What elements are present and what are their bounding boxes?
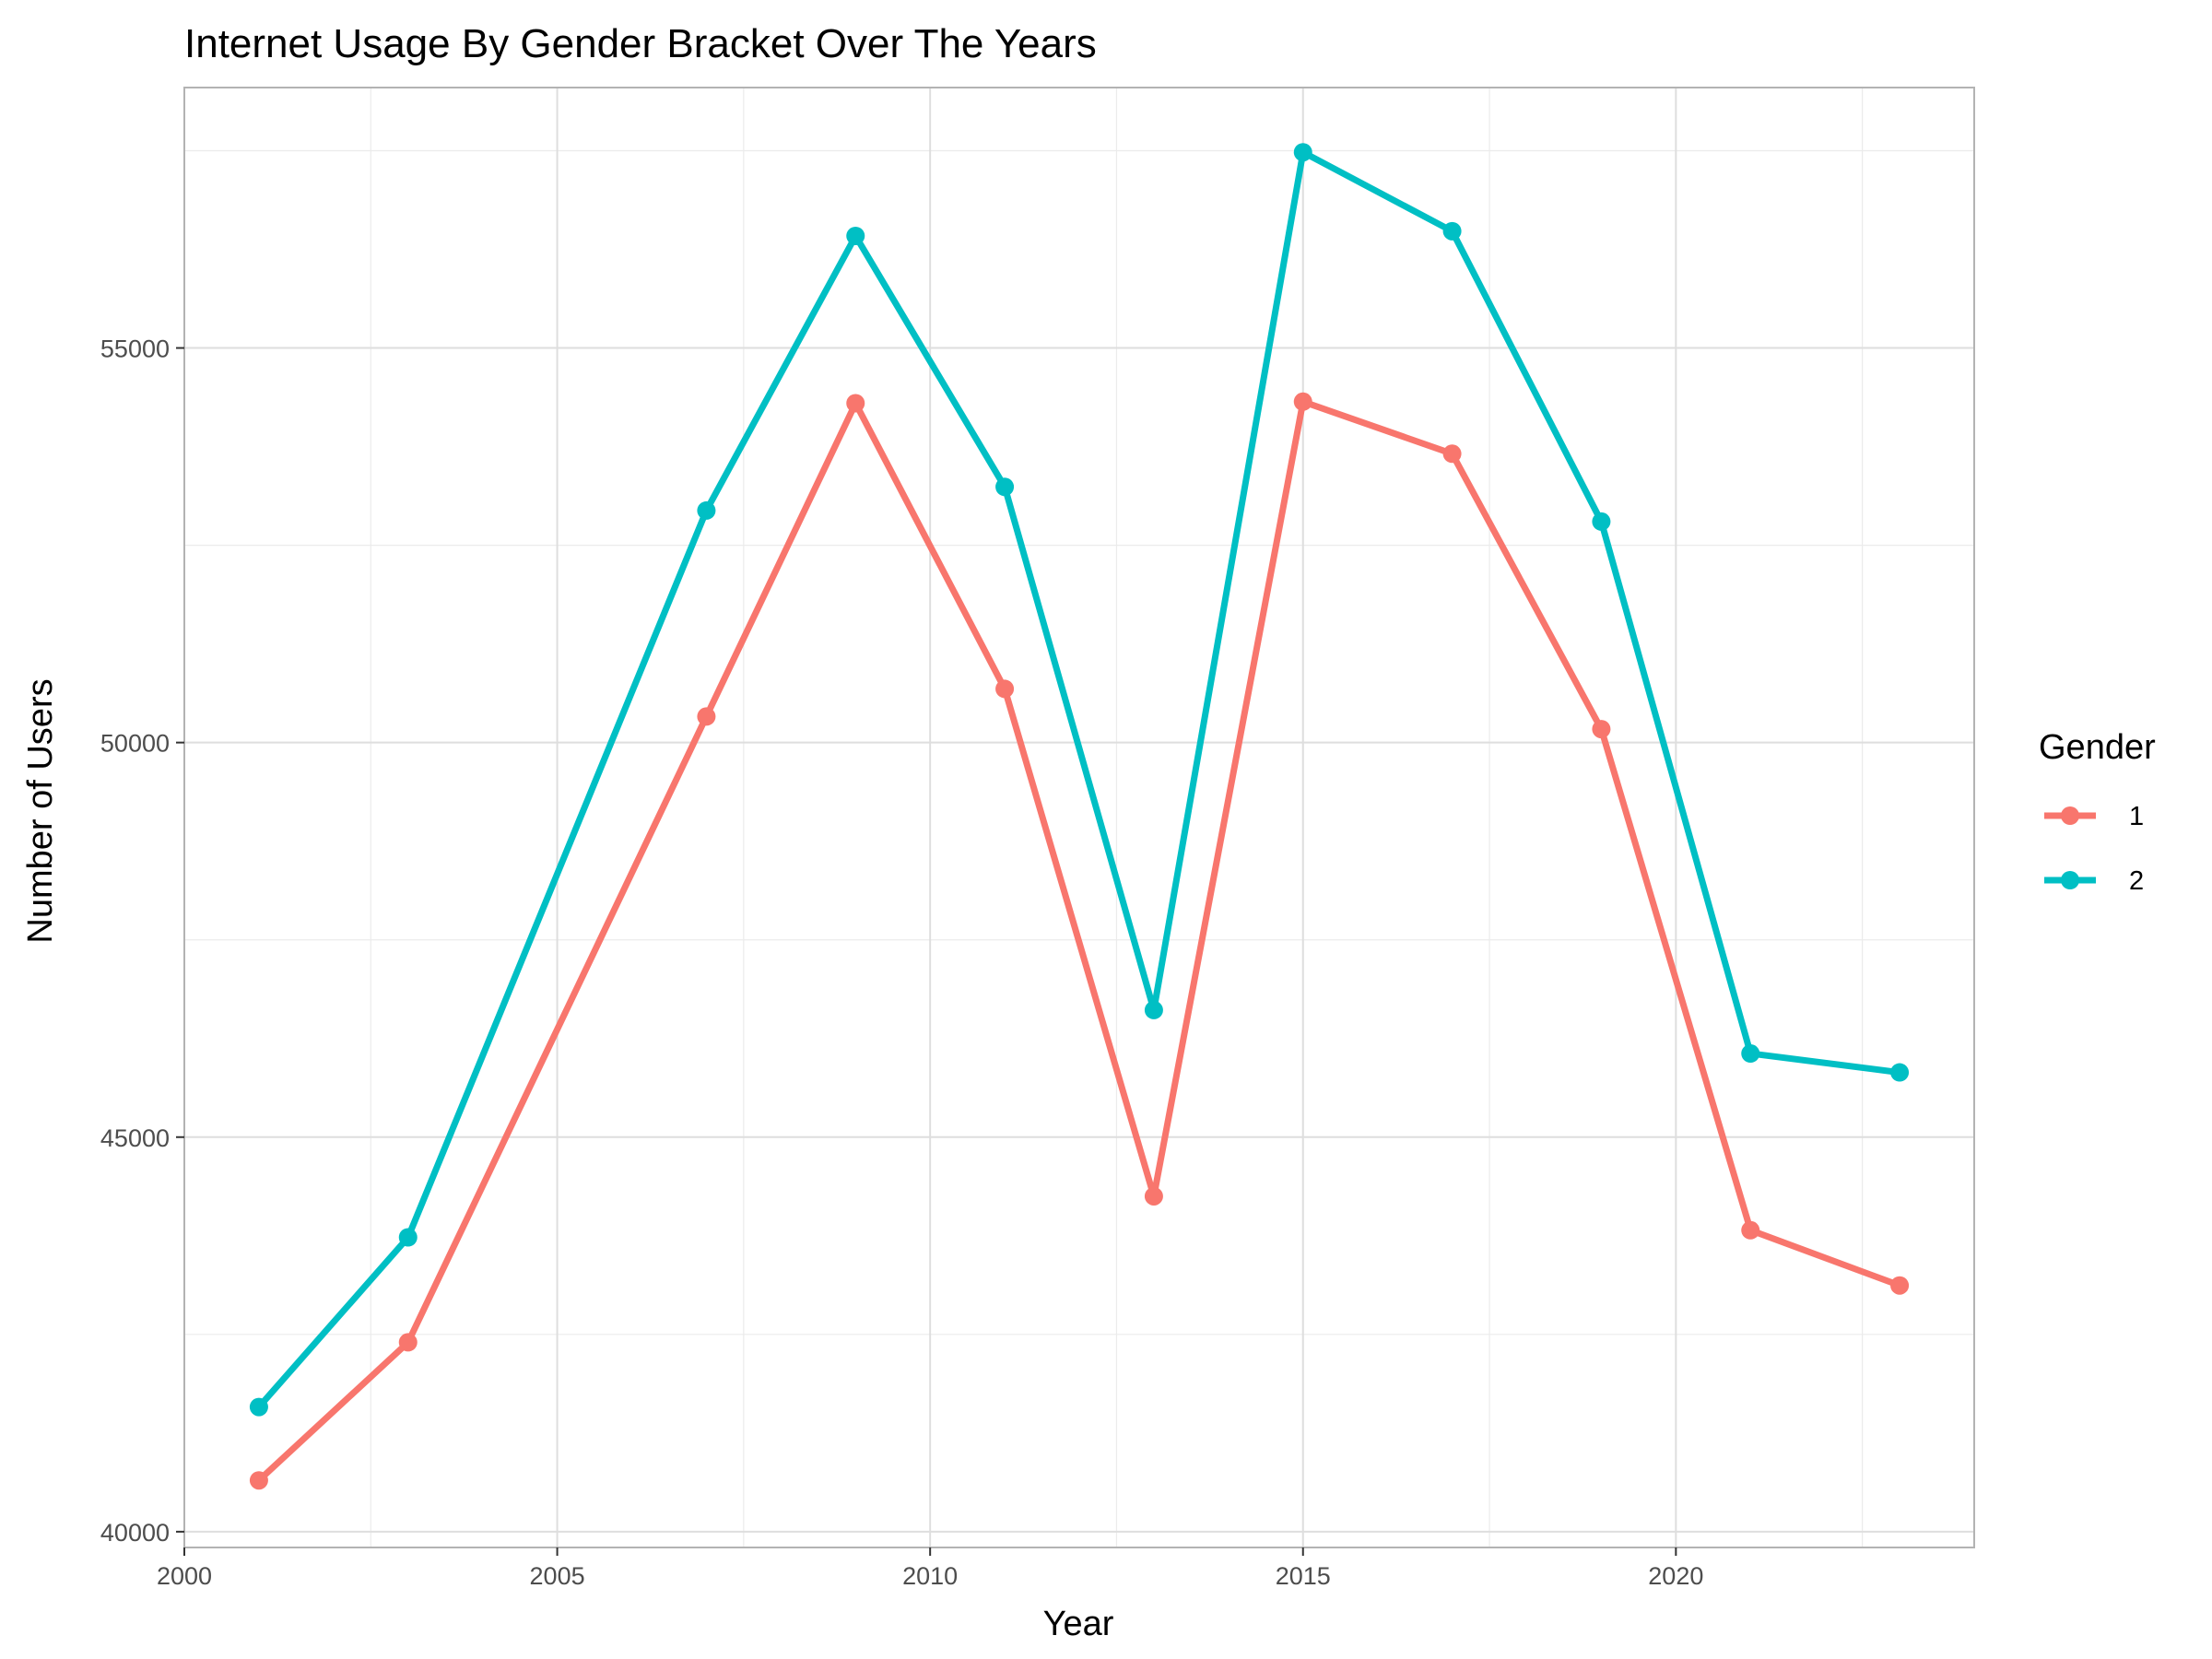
x-tick-label: 2015 [1276,1562,1331,1590]
y-axis-ticks: 40000 45000 50000 55000 [100,335,184,1547]
data-point [697,500,716,520]
data-point [1592,720,1611,739]
series-2 [249,143,1910,1417]
x-tick-label: 2020 [1648,1562,1703,1590]
y-tick-label: 50000 [100,730,170,758]
y-tick-label: 45000 [100,1124,170,1152]
series-layer [249,143,1910,1490]
y-axis-title: Number of Users [21,678,60,943]
x-tick-label: 2010 [902,1562,958,1590]
data-point [1890,1063,1910,1082]
plot-border [183,87,1975,1548]
x-axis-title: Year [1043,1605,1114,1643]
data-point [846,394,865,413]
data-point [1144,1186,1163,1206]
x-tick-label: 2000 [157,1562,212,1590]
data-point [398,1333,418,1352]
legend-item-2: 2 [2044,866,2144,896]
data-point [398,1228,418,1247]
data-point [1442,221,1462,241]
data-point [846,226,865,245]
y-tick-label: 55000 [100,335,170,363]
series-1 [249,392,1910,1490]
data-point [1442,444,1462,464]
plot-background [184,88,1974,1547]
plot-panel [184,88,1974,1547]
legend-item-1: 1 [2044,802,2144,831]
x-tick-label: 2005 [530,1562,585,1590]
y-tick-label: 40000 [100,1519,170,1547]
legend: Gender 1 2 [2039,728,2156,896]
chart-title: Internet Usage By Gender Bracket Over Th… [184,21,1097,66]
legend-key-point [2061,806,2079,825]
data-point [697,707,716,726]
data-point [1592,512,1611,531]
data-point [995,477,1015,497]
x-axis-ticks: 2000 2005 2010 2015 2020 [157,1547,1703,1590]
legend-label: 1 [2129,802,2144,831]
data-point [1741,1220,1760,1240]
data-point [249,1471,268,1490]
data-point [1890,1276,1910,1295]
data-point [1293,392,1312,411]
data-point [1293,143,1312,162]
panel-border-rect [183,87,1975,1548]
legend-label: 2 [2129,866,2144,896]
data-point [249,1397,268,1417]
data-point [1741,1044,1760,1064]
legend-key-point [2061,871,2079,889]
data-point [1144,1000,1163,1019]
data-point [995,679,1015,699]
legend-title: Gender [2039,728,2156,767]
